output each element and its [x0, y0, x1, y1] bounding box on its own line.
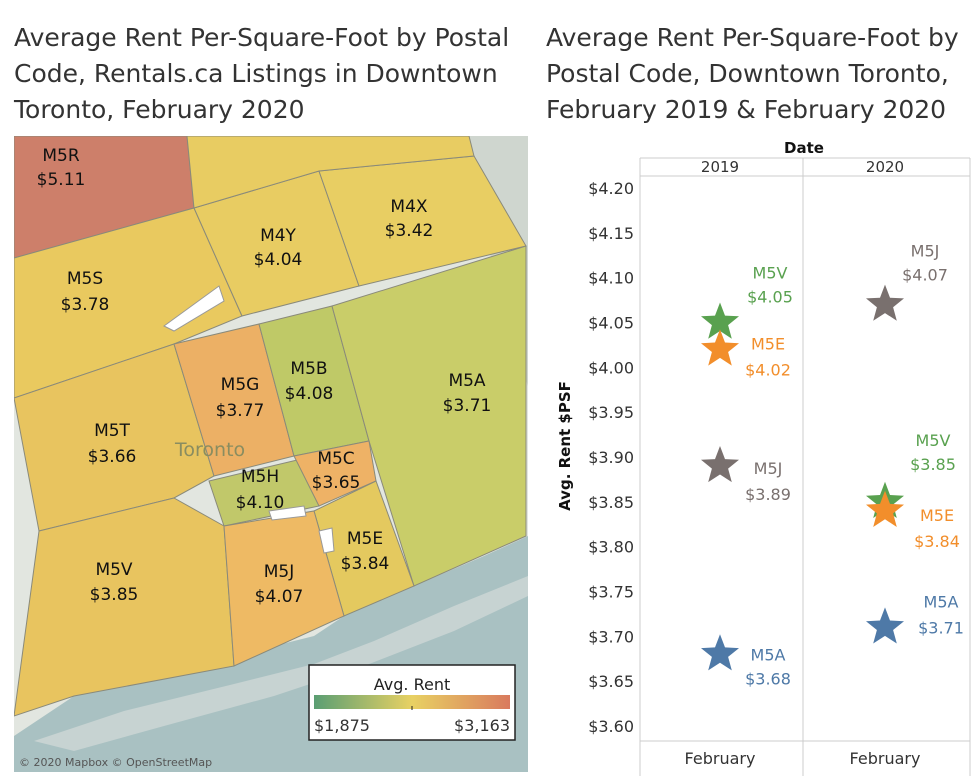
label-code: M5A	[448, 371, 485, 391]
y-tick-label: $3.65	[588, 672, 634, 691]
label-code: M5H	[241, 467, 279, 487]
label-value: $4.10	[236, 493, 285, 513]
label-code: M5T	[94, 421, 130, 441]
data-label-code: M5J	[754, 459, 783, 478]
star-M5J-2019	[701, 446, 739, 482]
data-label-code: M5E	[920, 506, 954, 525]
chart-title: Average Rent Per-Square-Foot by Postal C…	[546, 20, 976, 128]
legend-max: $3,163	[454, 716, 510, 735]
label-code: M5C	[317, 449, 354, 469]
y-tick-label: $3.95	[588, 403, 634, 422]
data-label-value: $3.85	[910, 455, 956, 474]
data-label-code: M5V	[916, 431, 951, 450]
data-label-value: $4.02	[745, 360, 791, 379]
label-code: M5R	[42, 146, 79, 166]
scatter-chart: Date 2019 2020 $4.20 $4.15 $4.10 $4.05 $4.00…	[546, 136, 976, 776]
star-M5E-2019	[701, 329, 739, 365]
label-value: $4.07	[255, 587, 304, 607]
column-2020: 2020	[866, 158, 904, 176]
label-value: $3.65	[312, 473, 361, 493]
y-tick-label: $3.75	[588, 583, 634, 602]
x-category-2020: February	[850, 749, 921, 768]
data-label-value: $3.89	[745, 485, 791, 504]
label-code: M5E	[347, 529, 383, 549]
data-label-code: M5E	[751, 334, 785, 353]
y-tick-label: $4.10	[588, 269, 634, 288]
y-tick-label: $3.70	[588, 627, 634, 646]
label-value: $3.78	[61, 295, 110, 315]
y-tick-label: $4.15	[588, 224, 634, 243]
star-M5A-2020	[866, 607, 904, 643]
legend-min: $1,875	[314, 716, 370, 735]
label-value: $3.66	[88, 447, 137, 467]
y-tick-label: $3.60	[588, 717, 634, 736]
x-category-2019: February	[685, 749, 756, 768]
y-tick-label: $4.05	[588, 314, 634, 333]
data-label-value: $4.07	[902, 266, 948, 285]
label-value: $5.11	[37, 170, 86, 190]
label-value: $3.85	[90, 585, 139, 605]
map-title: Average Rent Per-Square-Foot by Postal C…	[14, 20, 534, 128]
y-tick-label: $4.20	[588, 179, 634, 198]
data-label-value: $3.84	[914, 532, 960, 551]
label-code: M5J	[264, 562, 295, 582]
y-tick-label: $3.85	[588, 493, 634, 512]
label-code: M5B	[290, 359, 327, 379]
y-axis-ticks: $4.20 $4.15 $4.10 $4.05 $4.00 $3.95 $3.90 $3.85…	[588, 179, 634, 736]
y-tick-label: $3.80	[588, 538, 634, 557]
data-label-code: M5A	[924, 592, 959, 611]
label-value: $4.08	[285, 384, 334, 404]
y-tick-label: $3.90	[588, 448, 634, 467]
data-label-value: $3.68	[745, 669, 791, 688]
choropleth-map: M5R $5.11 M4Y $4.04 M4X $3.42 M5S $3.78 …	[14, 136, 528, 772]
data-label-code: M5J	[911, 242, 940, 261]
label-value: $4.04	[254, 250, 303, 270]
label-code: M5G	[221, 375, 260, 395]
label-value: $3.77	[216, 401, 265, 421]
y-axis-label: Avg. Rent $PSF	[556, 381, 574, 511]
label-code: M5S	[67, 269, 103, 289]
data-marks: M5V $4.05 M5V $3.85 M5E $4.02 M5E $3.84 M5J $3.89…	[701, 242, 964, 689]
data-label-value: $4.05	[747, 288, 793, 307]
column-2019: 2019	[701, 158, 739, 176]
y-tick-label: $4.00	[588, 358, 634, 377]
city-label: Toronto	[174, 439, 245, 461]
map-attribution: © 2020 Mapbox © OpenStreetMap	[19, 756, 212, 769]
color-legend: Avg. Rent $1,875 $3,163	[309, 665, 515, 740]
data-label-code: M5A	[751, 645, 786, 664]
legend-title: Avg. Rent	[374, 675, 450, 694]
label-code: M4Y	[260, 226, 296, 246]
label-code: M5V	[95, 560, 132, 580]
label-value: $3.71	[443, 396, 492, 416]
data-label-code: M5V	[753, 264, 788, 283]
label-value: $3.42	[385, 221, 434, 241]
data-label-value: $3.71	[918, 618, 964, 637]
column-header: Date	[784, 139, 824, 157]
label-value: $3.84	[341, 554, 390, 574]
star-M5A-2019	[701, 634, 739, 670]
star-M5J-2020	[866, 285, 904, 321]
label-code: M4X	[390, 197, 427, 217]
